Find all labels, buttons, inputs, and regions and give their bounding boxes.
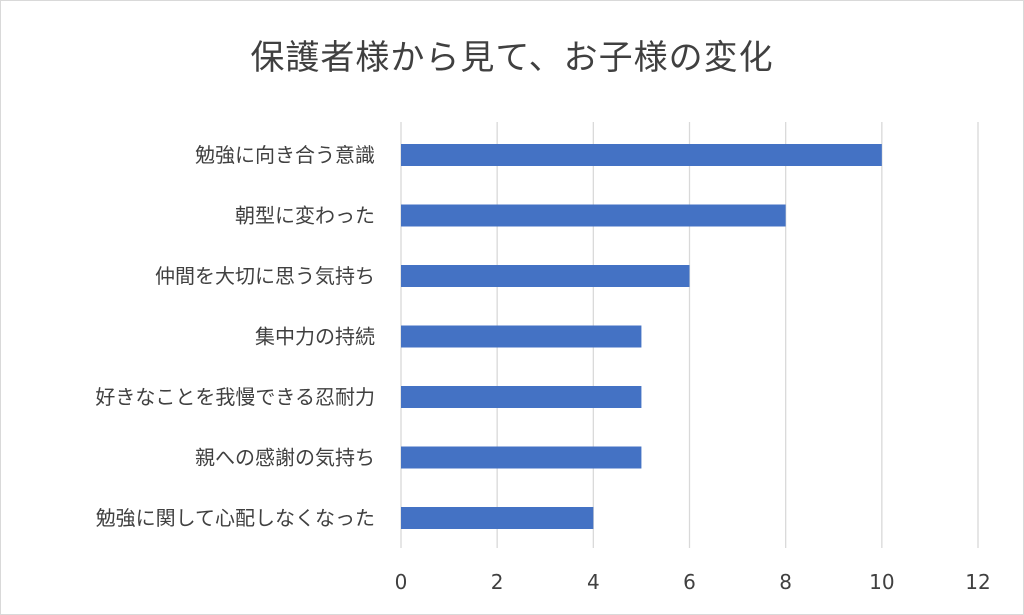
x-tick-label: 2 bbox=[491, 570, 504, 594]
x-tick-label: 0 bbox=[395, 570, 408, 594]
category-label: 仲間を大切に思う気持ち bbox=[155, 264, 375, 288]
bar bbox=[401, 507, 594, 529]
bars bbox=[401, 144, 882, 529]
bar bbox=[401, 204, 786, 227]
bar bbox=[401, 325, 642, 348]
x-tick-label: 8 bbox=[779, 570, 792, 594]
category-label: 朝型に変わった bbox=[235, 204, 375, 228]
x-tick-label: 6 bbox=[683, 570, 696, 594]
tick-labels: 0 2 4 6 8 10 12 bbox=[395, 570, 991, 594]
category-label: 勉強に向き合う意識 bbox=[195, 143, 375, 167]
bar bbox=[401, 386, 642, 408]
chart-title: 保護者様から見て、お子様の変化 bbox=[250, 38, 774, 78]
category-label: 好きなことを我慢できる忍耐力 bbox=[95, 385, 375, 409]
x-tick-label: 10 bbox=[869, 570, 894, 594]
category-label: 勉強に関して心配しなくなった bbox=[96, 506, 375, 530]
bar bbox=[401, 144, 882, 166]
x-tick-label: 4 bbox=[587, 570, 600, 594]
bar bbox=[401, 446, 642, 469]
bar bbox=[401, 265, 690, 287]
category-labels: 勉強に向き合う意識朝型に変わった仲間を大切に思う気持ち集中力の持続好きなことを我… bbox=[95, 143, 375, 530]
category-label: 親への感謝の気持ち bbox=[195, 446, 375, 470]
x-tick-label: 12 bbox=[965, 570, 990, 594]
category-label: 集中力の持続 bbox=[255, 325, 375, 349]
